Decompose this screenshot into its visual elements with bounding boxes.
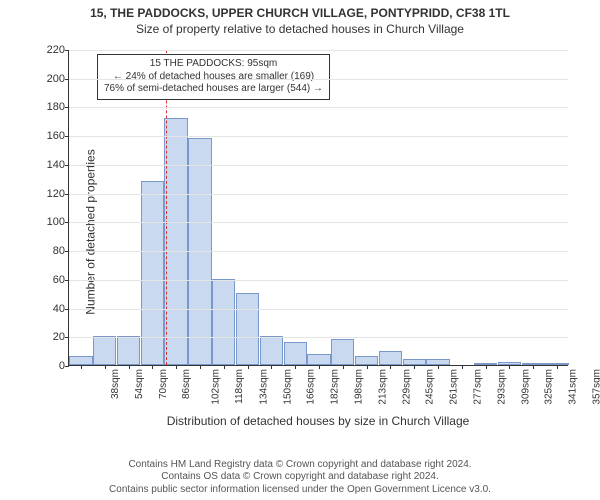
xtick-mark <box>390 365 391 369</box>
histogram-bar <box>284 342 307 365</box>
x-axis-label: Distribution of detached houses by size … <box>68 414 568 428</box>
xtick-label: 325sqm <box>544 369 555 405</box>
ytick-label: 60 <box>53 274 69 286</box>
xtick-label: 309sqm <box>520 369 531 405</box>
xtick-mark <box>271 365 272 369</box>
footer: Contains HM Land Registry data © Crown c… <box>0 459 600 497</box>
xtick-mark <box>176 365 177 369</box>
xtick-mark <box>509 365 510 369</box>
ytick-label: 20 <box>53 331 69 343</box>
xtick-label: 277sqm <box>473 369 484 405</box>
footer-line-1: Contains HM Land Registry data © Crown c… <box>0 459 600 472</box>
histogram-bar <box>379 351 402 365</box>
annotation-line-3: 76% of semi-detached houses are larger (… <box>104 83 323 96</box>
xtick-label: 70sqm <box>158 369 169 399</box>
gridline <box>69 79 568 80</box>
xtick-label: 134sqm <box>258 369 269 405</box>
xtick-label: 182sqm <box>330 369 341 405</box>
histogram-bar <box>307 354 330 365</box>
histogram-bar <box>164 118 187 365</box>
ytick-label: 0 <box>59 360 69 372</box>
gridline <box>69 337 568 338</box>
histogram-bar <box>212 279 235 365</box>
plot-area: 15 THE PADDOCKS: 95sqm ← 24% of detached… <box>68 50 568 366</box>
annotation-line-1: 15 THE PADDOCKS: 95sqm <box>104 58 323 71</box>
gridline <box>69 165 568 166</box>
xtick-mark <box>295 365 296 369</box>
xtick-label: 150sqm <box>282 369 293 405</box>
gridline <box>69 50 568 51</box>
xtick-label: 198sqm <box>354 369 365 405</box>
xtick-label: 357sqm <box>592 369 600 405</box>
ytick-label: 40 <box>53 303 69 315</box>
gridline <box>69 251 568 252</box>
xtick-label: 229sqm <box>401 369 412 405</box>
ytick-label: 80 <box>53 245 69 257</box>
gridline <box>69 136 568 137</box>
ytick-label: 220 <box>47 44 69 56</box>
xtick-mark <box>248 365 249 369</box>
xtick-mark <box>367 365 368 369</box>
xtick-mark <box>224 365 225 369</box>
xtick-label: 102sqm <box>211 369 222 405</box>
page-subtitle: Size of property relative to detached ho… <box>0 22 600 36</box>
xtick-mark <box>557 365 558 369</box>
xtick-mark <box>533 365 534 369</box>
xtick-label: 118sqm <box>234 369 245 404</box>
ytick-label: 180 <box>47 101 69 113</box>
xtick-label: 341sqm <box>568 369 579 405</box>
footer-line-3: Contains public sector information licen… <box>0 484 600 497</box>
ytick-label: 200 <box>47 73 69 85</box>
xtick-mark <box>152 365 153 369</box>
xtick-label: 38sqm <box>110 369 121 399</box>
histogram-bar <box>236 293 259 365</box>
page-title: 15, THE PADDOCKS, UPPER CHURCH VILLAGE, … <box>0 6 600 20</box>
xtick-label: 86sqm <box>181 369 192 399</box>
histogram-bar <box>355 356 378 365</box>
histogram-bar <box>260 336 283 365</box>
xtick-mark <box>81 365 82 369</box>
xtick-mark <box>414 365 415 369</box>
ytick-label: 140 <box>47 159 69 171</box>
xtick-mark <box>343 365 344 369</box>
annotation-box: 15 THE PADDOCKS: 95sqm ← 24% of detached… <box>97 54 330 100</box>
xtick-mark <box>200 365 201 369</box>
xtick-label: 261sqm <box>449 369 460 405</box>
xtick-label: 166sqm <box>306 369 317 405</box>
xtick-mark <box>486 365 487 369</box>
xtick-label: 54sqm <box>134 369 145 399</box>
gridline <box>69 309 568 310</box>
histogram-bar <box>331 339 354 365</box>
xtick-mark <box>462 365 463 369</box>
chart-container: Number of detached properties 15 THE PAD… <box>40 42 580 422</box>
xtick-mark <box>105 365 106 369</box>
gridline <box>69 222 568 223</box>
xtick-mark <box>319 365 320 369</box>
annotation-line-2: ← 24% of detached houses are smaller (16… <box>104 71 323 84</box>
ytick-label: 120 <box>47 188 69 200</box>
xtick-mark <box>129 365 130 369</box>
gridline <box>69 280 568 281</box>
histogram-bar <box>93 336 116 365</box>
xtick-mark <box>438 365 439 369</box>
xtick-label: 293sqm <box>496 369 507 405</box>
ytick-label: 160 <box>47 130 69 142</box>
footer-line-2: Contains OS data © Crown copyright and d… <box>0 471 600 484</box>
gridline <box>69 107 568 108</box>
gridline <box>69 194 568 195</box>
ytick-label: 100 <box>47 216 69 228</box>
histogram-bar <box>117 336 140 365</box>
xtick-label: 213sqm <box>377 369 388 405</box>
histogram-bar <box>69 356 92 365</box>
xtick-label: 245sqm <box>425 369 436 405</box>
